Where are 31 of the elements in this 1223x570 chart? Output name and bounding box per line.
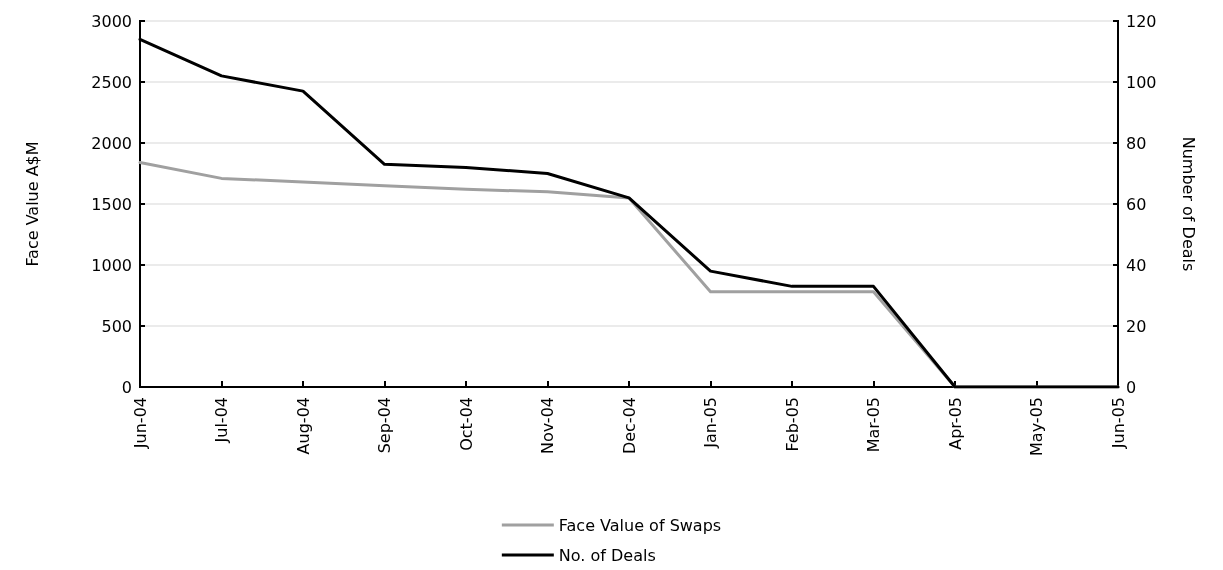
x-tick-label: Sep-04 [375, 397, 394, 454]
y-tick-label: 0 [121, 377, 132, 397]
legend-label: Face Value of Swaps [558, 515, 722, 535]
x-tick-label: Aug-04 [293, 397, 313, 455]
x-tick-label: Dec-04 [619, 397, 639, 455]
x-tick-label: Nov-04 [538, 397, 557, 454]
x-tick-label: Jan-05 [701, 397, 720, 449]
y2-tick-label: 0 [1126, 377, 1137, 397]
x-tick-label: Feb-05 [782, 397, 802, 452]
x-tick-label: Jun-04 [130, 397, 150, 450]
y-tick-label: 1500 [91, 194, 132, 214]
x-tick-label: Jul-04 [212, 397, 231, 444]
y-tick-label: 2500 [91, 72, 132, 92]
y2-tick-label: 100 [1126, 72, 1157, 92]
x-tick-label: Apr-05 [945, 397, 965, 450]
x-tick-label: May-05 [1027, 397, 1046, 456]
y-tick-label: 1000 [91, 255, 132, 275]
y2-tick-label: 60 [1126, 194, 1147, 214]
y2-axis-title: Number of Deals [1178, 136, 1198, 272]
y-tick-label: 3000 [91, 11, 132, 31]
x-tick-label: Oct-04 [456, 397, 476, 451]
y-tick-label: 500 [101, 316, 132, 336]
x-tick-label: Jun-05 [1108, 397, 1128, 450]
y2-tick-label: 80 [1126, 133, 1147, 153]
legend-label: No. of Deals [558, 545, 656, 565]
y2-tick-label: 20 [1126, 316, 1147, 336]
y-tick-label: 2000 [91, 133, 132, 153]
x-tick-label: Mar-05 [864, 397, 883, 453]
y2-tick-label: 120 [1126, 11, 1157, 31]
y-axis-title: Face Value A$M [22, 141, 42, 267]
y2-tick-label: 40 [1126, 255, 1147, 275]
